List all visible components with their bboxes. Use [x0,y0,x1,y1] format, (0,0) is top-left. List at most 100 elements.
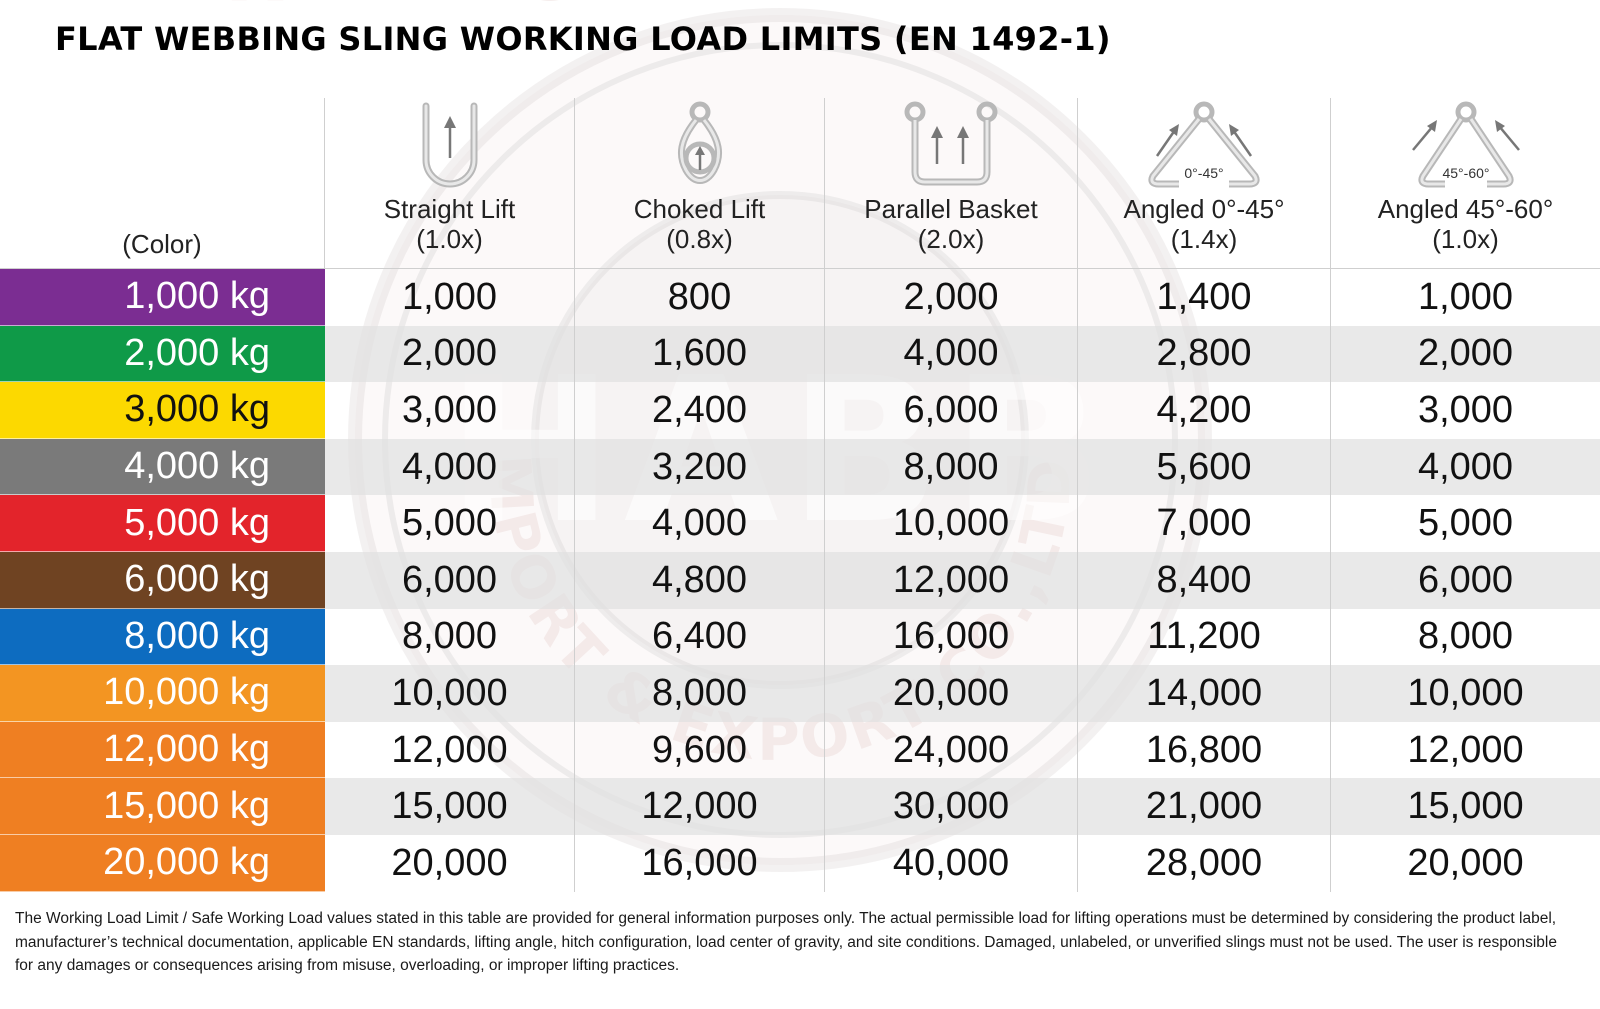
table-row: 12,000 kg 12,000 9,600 24,000 16,800 12,000 [0,721,1600,779]
load-value-cell: 1,000 [1417,275,1514,318]
load-value-cell: 2,800 [1078,325,1331,383]
load-value-cell: 8,000 [325,608,575,666]
capacity-color-cell: 6,000 kg [0,551,325,609]
load-value-cell: 1,600 [575,325,825,383]
table-row: 1,000 kg 1,000 800 2,000 1,400 1,000 [0,269,1600,326]
load-value-cell: 4,000 [1417,445,1514,488]
load-value-cell: 4,000 [575,495,825,552]
capacity-color-cell: 15,000 kg [0,778,325,835]
load-value-cell: 1,400 [1078,269,1331,326]
load-value-cell: 2,400 [575,382,825,439]
column-header-angled-0-45: 0°-45° Angled 0°-45° (1.4x) [1078,98,1331,268]
column-header-straight-lift: Straight Lift (1.0x) [325,98,575,268]
column-name: Straight Lift [383,194,516,224]
load-value-cell: 8,400 [1078,551,1331,609]
table-row: 3,000 kg 3,000 2,400 6,000 4,200 3,000 [0,382,1600,439]
table-row: 20,000 kg 20,000 16,000 40,000 28,000 20,000 [0,834,1600,892]
column-name: Angled 45°-60° [1377,194,1554,224]
choked-lift-icon [677,101,722,184]
load-limit-table: (Color) Straight Lift (1.0x) [0,98,1600,892]
load-value-cell: 5,000 [325,495,575,552]
load-value-cell: 6,000 [1417,558,1514,601]
capacity-color-cell: 1,000 kg [0,269,325,326]
column-factor: (0.8x) [666,224,733,254]
load-value-cell: 6,400 [575,608,825,666]
table-row: 10,000 kg 10,000 8,000 20,000 14,000 10,000 [0,665,1600,722]
column-name: Parallel Basket [864,194,1038,224]
load-value-cell: 16,000 [575,834,825,892]
load-value-cell: 2,000 [825,269,1078,326]
load-value-cell: 14,000 [1078,665,1331,722]
capacity-color-cell: 10,000 kg [0,665,325,722]
load-value-cell: 7,000 [1078,495,1331,552]
load-value-cell: 28,000 [1078,834,1331,892]
load-value-cell: 2,000 [325,325,575,383]
load-value-cell: 10,000 [325,665,575,722]
column-header-angled-45-60: 45°-60° Angled 45°-60° (1.0x) [1331,98,1600,268]
load-value-cell: 3,000 [1417,388,1514,431]
load-value-cell: 40,000 [825,834,1078,892]
table-row: 8,000 kg 8,000 6,400 16,000 11,200 8,000 [0,608,1600,666]
table-row: 15,000 kg 15,000 12,000 30,000 21,000 15,000 [0,778,1600,835]
angled-0-45-icon: 0°-45° [1148,101,1260,188]
load-value-cell: 10,000 [825,495,1078,552]
column-factor: (1.0x) [416,224,483,254]
angle-label: 0°-45° [1184,165,1223,181]
column-header-parallel-basket: Parallel Basket (2.0x) [825,98,1078,268]
load-value-cell: 6,000 [825,382,1078,439]
load-value-cell: 800 [575,269,825,326]
capacity-color-cell: 3,000 kg [0,382,325,439]
load-value-cell: 16,800 [1078,721,1331,779]
table-row: 6,000 kg 6,000 4,800 12,000 8,400 6,000 [0,551,1600,609]
load-value-cell: 12,000 [575,778,825,835]
load-value-cell: 10,000 [1407,671,1524,714]
capacity-color-cell: 20,000 kg [0,834,325,892]
capacity-color-cell: 5,000 kg [0,495,325,552]
load-value-cell: 15,000 [1407,785,1524,828]
column-header-choked-lift: Choked Lift (0.8x) [575,98,825,268]
column-name: Angled 0°-45° [1123,194,1285,224]
load-value-cell: 1,000 [325,269,575,326]
load-value-cell: 20,000 [825,665,1078,722]
color-column-header: (Color) [0,98,325,268]
capacity-color-cell: 8,000 kg [0,608,325,666]
load-value-cell: 5,600 [1078,438,1331,496]
color-header-label: (Color) [122,229,202,259]
load-value-cell: 8,000 [1417,615,1514,658]
load-value-cell: 3,000 [325,382,575,439]
load-value-cell: 20,000 [1407,841,1524,884]
load-value-cell: 4,800 [575,551,825,609]
watermark-top-text: INTERNATIONAL [0,0,782,19]
load-value-cell: 6,000 [325,551,575,609]
load-value-cell: 21,000 [1078,778,1331,835]
straight-lift-icon [422,102,477,188]
table-row: 2,000 kg 2,000 1,600 4,000 2,800 2,000 [0,325,1600,383]
load-value-cell: 8,000 [575,665,825,722]
load-value-cell: 12,000 [325,721,575,779]
column-factor: (2.0x) [917,224,985,254]
load-value-cell: 24,000 [825,721,1078,779]
load-value-cell: 9,600 [575,721,825,779]
disclaimer-text: The Working Load Limit / Safe Working Lo… [15,910,1557,974]
parallel-basket-icon [904,101,998,186]
capacity-color-cell: 12,000 kg [0,721,325,779]
column-factor: (1.0x) [1432,224,1499,254]
load-value-cell: 20,000 [325,834,575,892]
load-value-cell: 4,000 [825,325,1078,383]
column-name: Choked Lift [633,194,766,224]
load-value-cell: 5,000 [1417,502,1514,545]
load-value-cell: 16,000 [825,608,1078,666]
capacity-color-cell: 2,000 kg [0,325,325,383]
table-row: 4,000 kg 4,000 3,200 8,000 5,600 4,000 [0,438,1600,496]
angle-label: 45°-60° [1442,165,1489,181]
load-value-cell: 4,000 [325,438,575,496]
load-value-cell: 2,000 [1417,332,1514,375]
table-row: 5,000 kg 5,000 4,000 10,000 7,000 5,000 [0,495,1600,552]
load-value-cell: 11,200 [1078,608,1331,666]
load-value-cell: 12,000 [825,551,1078,609]
load-value-cell: 8,000 [825,438,1078,496]
load-value-cell: 30,000 [825,778,1078,835]
load-value-cell: 4,200 [1078,382,1331,439]
page-title: FLAT WEBBING SLING WORKING LOAD LIMITS (… [55,20,1111,58]
capacity-color-cell: 4,000 kg [0,438,325,496]
